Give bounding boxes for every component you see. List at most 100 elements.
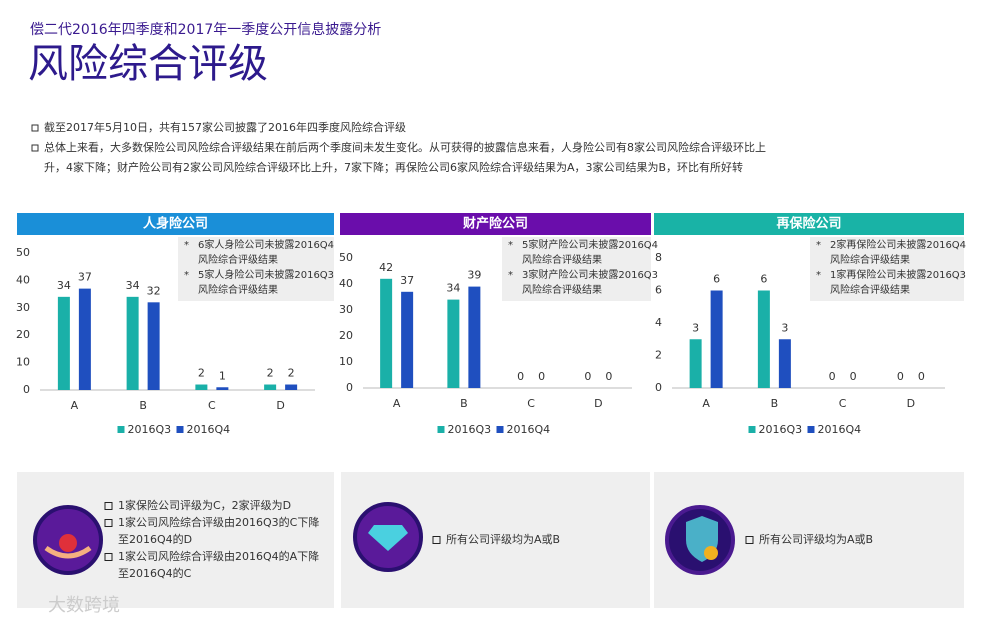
data-label: 0 xyxy=(605,370,612,383)
data-label: 3 xyxy=(781,321,788,334)
note-star: * xyxy=(508,240,513,251)
note-text: 6家人身险公司未披露2016Q4 xyxy=(198,238,334,251)
note-text: 5家财产险公司未披露2016Q4 xyxy=(522,238,658,251)
x-tick-label: A xyxy=(702,397,710,410)
data-label: 32 xyxy=(147,284,161,297)
note-star: * xyxy=(508,270,513,281)
bar xyxy=(689,339,702,388)
note-box xyxy=(502,237,651,301)
bar xyxy=(757,290,770,388)
legend-swatch xyxy=(437,426,445,433)
note-star: * xyxy=(184,240,189,251)
watermark: 大数跨境 xyxy=(48,595,120,616)
y-tick-label: 10 xyxy=(339,355,353,368)
icon xyxy=(368,525,408,551)
panel-text: 所有公司评级均为A或B xyxy=(759,532,873,546)
bar xyxy=(380,278,393,388)
note-text: 1家再保险公司未披露2016Q3 xyxy=(830,268,966,281)
bullet-text: 截至2017年5月10日，共有157家公司披露了2016年四季度风险综合评级 xyxy=(44,120,406,134)
legend-label: 2016Q4 xyxy=(187,423,231,436)
bar xyxy=(264,384,277,390)
y-tick-label: 0 xyxy=(655,381,662,394)
y-tick-label: 50 xyxy=(16,246,30,259)
note-text: 风险综合评级结果 xyxy=(198,283,278,296)
x-tick-label: C xyxy=(839,397,847,410)
chart-title: 再保险公司 xyxy=(776,216,841,232)
data-label: 34 xyxy=(446,282,460,295)
icon xyxy=(44,545,92,559)
data-label: 0 xyxy=(517,370,524,383)
x-tick-label: D xyxy=(907,397,915,410)
y-tick-label: 20 xyxy=(16,328,30,341)
legend-swatch xyxy=(807,426,815,433)
note-text: 3家财产险公司未披露2016Q3 xyxy=(522,268,658,281)
data-label: 6 xyxy=(713,273,720,286)
bar xyxy=(78,288,91,390)
y-tick-label: 10 xyxy=(16,356,30,369)
data-label: 37 xyxy=(78,271,92,284)
note-text: 风险综合评级结果 xyxy=(830,253,910,266)
legend-label: 2016Q3 xyxy=(448,423,492,436)
chart-header xyxy=(340,213,651,235)
data-label: 2 xyxy=(198,367,205,380)
x-tick-label: C xyxy=(527,397,535,410)
data-label: 0 xyxy=(829,370,836,383)
x-tick-label: D xyxy=(594,397,602,410)
legend-label: 2016Q3 xyxy=(759,423,803,436)
bullet-box xyxy=(104,502,113,510)
data-label: 3 xyxy=(692,321,699,334)
data-label: 2 xyxy=(288,367,295,380)
y-tick-label: 0 xyxy=(23,383,30,396)
note-star: * xyxy=(184,270,189,281)
panel-text: 所有公司评级均为A或B xyxy=(446,532,560,546)
note-text: 风险综合评级结果 xyxy=(830,283,910,296)
y-tick-label: 4 xyxy=(655,316,662,329)
bullet-box xyxy=(104,553,113,561)
data-label: 1 xyxy=(219,369,226,382)
y-tick-label: 0 xyxy=(346,381,353,394)
bar xyxy=(447,299,460,388)
legend-label: 2016Q4 xyxy=(507,423,551,436)
bar xyxy=(57,296,70,390)
icon xyxy=(59,534,77,552)
panel-text: 至2016Q4的D xyxy=(118,532,192,546)
data-label: 0 xyxy=(584,370,591,383)
bullet-text: 总体上来看，大多数保险公司风险综合评级结果在前后两个季度间未发生变化。从可获得的… xyxy=(44,140,766,154)
y-tick-label: 40 xyxy=(16,273,30,286)
data-label: 0 xyxy=(897,370,904,383)
data-label: 0 xyxy=(918,370,925,383)
panel-text: 1家公司风险综合评级由2016Q3的C下降 xyxy=(118,515,319,529)
bullet-box xyxy=(31,144,39,152)
icons xyxy=(33,502,735,575)
bar xyxy=(710,290,723,388)
bar xyxy=(468,286,481,388)
title: 风险综合评级 xyxy=(28,41,268,87)
bar xyxy=(285,384,298,390)
chart-header xyxy=(17,213,334,235)
data-label: 37 xyxy=(400,274,414,287)
x-tick-label: A xyxy=(71,399,79,412)
legend-label: 2016Q4 xyxy=(818,423,862,436)
subtitle: 偿二代2016年四季度和2017年一季度公开信息披露分析 xyxy=(30,21,381,38)
bar xyxy=(778,339,791,388)
data-label: 42 xyxy=(379,261,393,274)
bar xyxy=(195,384,208,390)
bar xyxy=(126,296,139,390)
note-star: * xyxy=(816,270,821,281)
chart-header xyxy=(654,213,964,235)
y-tick-label: 8 xyxy=(655,251,662,264)
note-text: 风险综合评级结果 xyxy=(198,253,278,266)
panel-text: 1家保险公司评级为C，2家评级为D xyxy=(118,498,291,512)
bullet-box xyxy=(745,536,754,544)
bullet-text: 升，4家下降；财产险公司有2家公司风险综合评级环比上升，7家下降；再保险公司6家… xyxy=(44,160,743,174)
bullet-box xyxy=(31,124,39,132)
y-tick-label: 30 xyxy=(339,303,353,316)
y-tick-label: 50 xyxy=(339,251,353,264)
y-tick-label: 2 xyxy=(655,349,662,362)
x-tick-label: B xyxy=(460,397,468,410)
note-box xyxy=(178,237,334,301)
legend-label: 2016Q3 xyxy=(128,423,172,436)
note-box xyxy=(810,237,964,301)
note-text: 风险综合评级结果 xyxy=(522,283,602,296)
x-tick-label: B xyxy=(771,397,779,410)
